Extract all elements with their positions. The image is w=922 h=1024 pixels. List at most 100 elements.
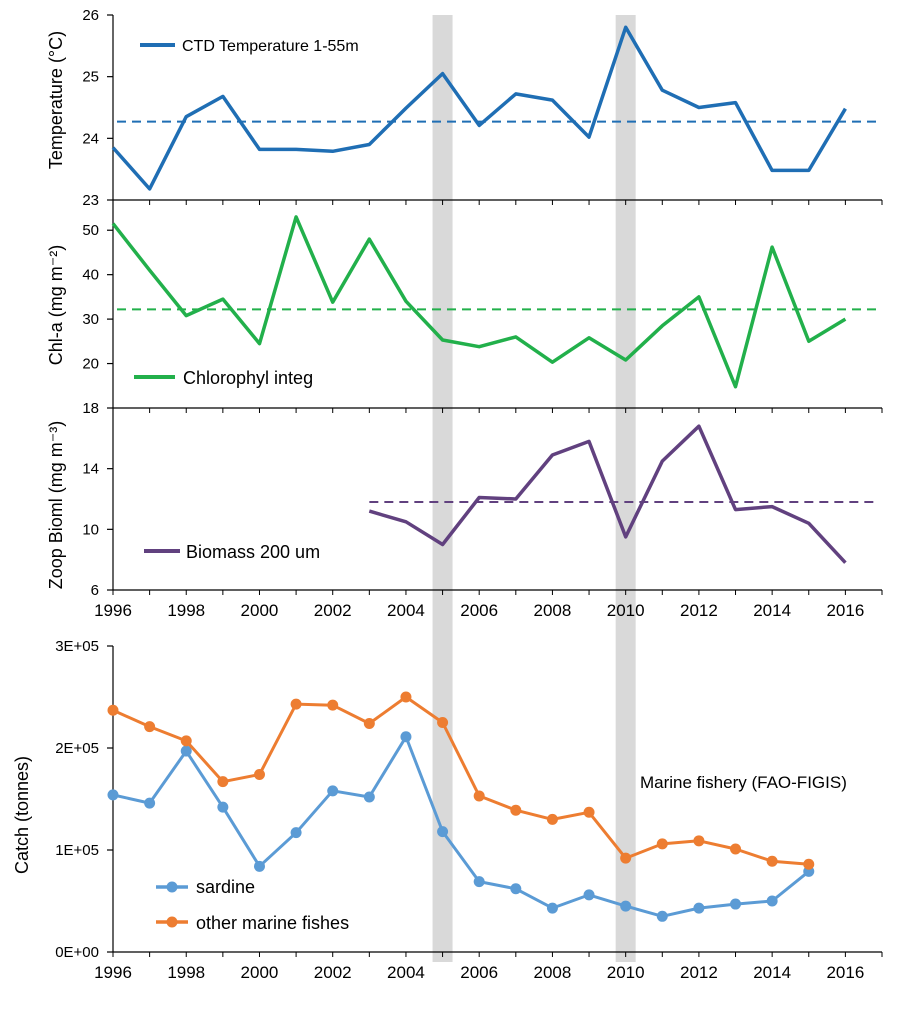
catch-x-tick-label: 2004 bbox=[387, 963, 425, 982]
sardine-point bbox=[546, 902, 558, 914]
other-marine-fishes-point bbox=[327, 699, 339, 711]
biomass-y-label: Zoop Bioml (mg m⁻³) bbox=[46, 421, 66, 590]
sardine-point bbox=[253, 860, 265, 872]
biomass-x-tick-label: 2010 bbox=[607, 601, 645, 620]
biomass-200-um-series-line bbox=[368, 424, 847, 564]
sardine-point bbox=[217, 801, 229, 813]
sardine-point bbox=[437, 826, 449, 838]
biomass-y-tick-label: 14 bbox=[82, 461, 99, 478]
other-marine-fishes-point bbox=[253, 769, 265, 781]
highlight-bands bbox=[432, 15, 636, 962]
temperature-legend-label: CTD Temperature 1-55m bbox=[182, 38, 359, 55]
other-marine-fishes-point bbox=[620, 852, 632, 864]
sardine-point bbox=[107, 789, 119, 801]
catch-y-tick-label: 1E+05 bbox=[55, 842, 99, 859]
catch-y-tick-label: 0E+00 bbox=[55, 944, 99, 961]
sardine-legend-label: sardine bbox=[196, 877, 255, 897]
other-marine-fishes-point bbox=[290, 698, 302, 710]
sardine-point bbox=[400, 731, 412, 743]
chlorophyl-integ-series-line bbox=[111, 215, 847, 389]
biomass-x-tick-label: 1996 bbox=[94, 601, 132, 620]
sardine-point bbox=[473, 876, 485, 888]
catch-x-tick-label: 2014 bbox=[753, 963, 791, 982]
sardine-point bbox=[730, 898, 742, 910]
other-marine-fishes-point bbox=[546, 813, 558, 825]
catch-x-tick-label: 2000 bbox=[241, 963, 279, 982]
temperature-y-tick-label: 23 bbox=[82, 192, 99, 209]
biomass-legend-label: Biomass 200 um bbox=[186, 542, 320, 562]
catch-x-tick-label: 2006 bbox=[460, 963, 498, 982]
biomass-x-ticks: 1996 1998 2000 2002 2004 2006 2008 2010 2012 2014… bbox=[94, 601, 864, 620]
chlorophyll-y-ticks: 20 30 40 50 bbox=[82, 222, 113, 373]
other-marine-fishes-point bbox=[400, 691, 412, 703]
other-marine-fishes-point bbox=[656, 838, 668, 850]
other-marine-fishes-point bbox=[144, 721, 156, 733]
sardine-point bbox=[693, 902, 705, 914]
highlight-band-2005 bbox=[432, 15, 453, 962]
sardine-point bbox=[656, 910, 668, 922]
other-marine-fishes-point bbox=[180, 735, 192, 747]
catch-x-tick-label: 2008 bbox=[534, 963, 572, 982]
biomass-y-tick-label: 10 bbox=[82, 521, 99, 538]
sardine-point bbox=[180, 745, 192, 757]
catch-y-tick-label: 3E+05 bbox=[55, 638, 99, 655]
other-marine-fishes-point bbox=[803, 858, 815, 870]
other-marine-fishes-series-line bbox=[112, 695, 809, 866]
catch-x-tick-label: 1998 bbox=[167, 963, 205, 982]
chlorophyll-y-tick-label: 20 bbox=[82, 356, 99, 373]
chlorophyll-y-tick-label: 40 bbox=[82, 267, 99, 284]
chlorophyll-legend-label: Chlorophyl integ bbox=[183, 368, 313, 388]
catch-x-ticks: 1996 1998 2000 2002 2004 2006 2008 2010 2012 2014… bbox=[94, 963, 864, 982]
sardine-series-line bbox=[112, 735, 810, 918]
other-marine-fishes-point bbox=[510, 804, 522, 816]
temperature-y-tick-label: 26 bbox=[82, 7, 99, 24]
other-fishes-legend-marker bbox=[166, 916, 178, 928]
chlorophyll-y-tick-label: 50 bbox=[82, 222, 99, 239]
temperature-y-tick-label: 24 bbox=[82, 130, 99, 147]
biomass-x-tick-label: 1998 bbox=[167, 601, 205, 620]
temperature-y-label: Temperature (°C) bbox=[46, 31, 66, 169]
catch-x-tick-label: 2010 bbox=[607, 963, 645, 982]
biomass-x-tick-label: 2014 bbox=[753, 601, 791, 620]
catch-x-tick-label: 1996 bbox=[94, 963, 132, 982]
sardine-point bbox=[363, 791, 375, 803]
other-marine-fishes-point bbox=[437, 717, 449, 728]
chlorophyll-panel: 20 30 40 50 Chl-a (mg m⁻²) Chlorophyl integ bbox=[46, 200, 883, 413]
temperature-y-ticks: 23 24 25 26 bbox=[82, 7, 113, 209]
biomass-x-tick-label: 2004 bbox=[387, 601, 425, 620]
catch-x-tick-label: 2012 bbox=[680, 963, 718, 982]
other-marine-fishes-point bbox=[766, 855, 778, 867]
biomass-y-tick-label: 18 bbox=[82, 400, 99, 417]
biomass-x-tick-label: 2016 bbox=[826, 601, 864, 620]
catch-y-tick-label: 2E+05 bbox=[55, 740, 99, 757]
sardine-point bbox=[144, 797, 156, 809]
sardine-point bbox=[327, 785, 339, 797]
other-marine-fishes-point bbox=[217, 776, 229, 788]
chlorophyll-y-label: Chl-a (mg m⁻²) bbox=[46, 245, 66, 366]
sardine-point bbox=[510, 883, 522, 895]
biomass-x-tick-label: 2012 bbox=[680, 601, 718, 620]
biomass-x-tick-label: 2002 bbox=[314, 601, 352, 620]
biomass-y-tick-label: 6 bbox=[91, 582, 99, 599]
other-marine-fishes-point bbox=[693, 835, 705, 847]
other-marine-fishes-point bbox=[473, 790, 485, 802]
highlight-band-2010 bbox=[615, 15, 636, 962]
catch-annotation: Marine fishery (FAO-FIGIS) bbox=[640, 773, 847, 792]
sardine-point bbox=[766, 895, 778, 907]
sardine-legend-marker bbox=[166, 881, 178, 893]
catch-x-tick-label: 2016 bbox=[826, 963, 864, 982]
temperature-y-tick-label: 25 bbox=[82, 69, 99, 86]
catch-x-tick-label: 2002 bbox=[314, 963, 352, 982]
temperature-panel: 23 24 25 26 Temperature (°C) CTD Temperatur… bbox=[46, 7, 883, 209]
sardine-point bbox=[583, 889, 595, 901]
biomass-x-tick-label: 2000 bbox=[241, 601, 279, 620]
biomass-x-tick-label: 2008 bbox=[534, 601, 572, 620]
other-marine-fishes-point bbox=[107, 704, 119, 716]
biomass-y-ticks: 6 10 14 18 bbox=[82, 400, 113, 599]
catch-y-label: Catch (tonnes) bbox=[12, 756, 32, 874]
other-fishes-legend-label: other marine fishes bbox=[196, 913, 349, 933]
ctd-temperature-1-55m-series-line bbox=[111, 25, 847, 191]
other-marine-fishes-point bbox=[583, 806, 595, 818]
sardine-point bbox=[620, 900, 632, 912]
